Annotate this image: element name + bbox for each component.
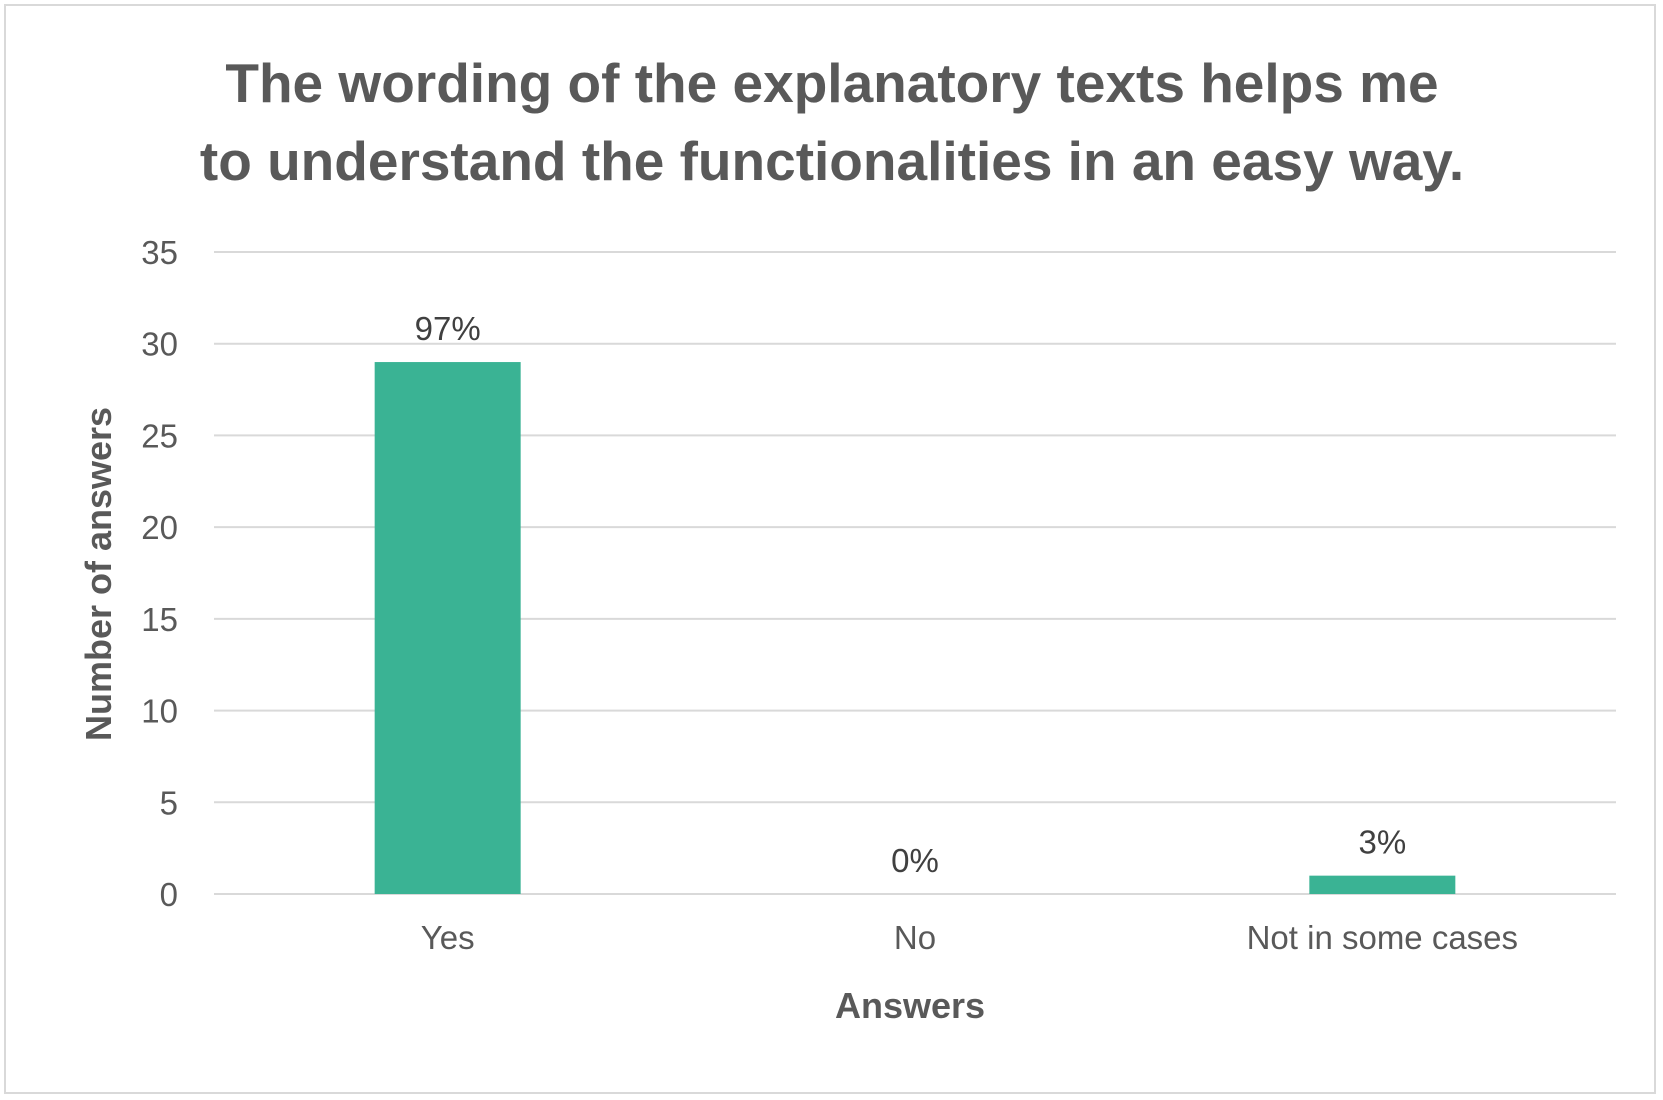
chart-title-line-2: to understand the functionalities in an … bbox=[200, 130, 1464, 192]
chart-title-line-1: The wording of the explanatory texts hel… bbox=[225, 52, 1438, 114]
data-label: 97% bbox=[415, 310, 481, 347]
x-category-label: Not in some cases bbox=[1247, 919, 1518, 956]
y-tick-label: 35 bbox=[141, 234, 178, 271]
chart-frame: The wording of the explanatory texts hel… bbox=[4, 4, 1656, 1094]
y-tick-label: 25 bbox=[141, 417, 178, 454]
y-tick-label: 15 bbox=[141, 601, 178, 638]
bar-chart: The wording of the explanatory texts hel… bbox=[78, 52, 1616, 1026]
data-label: 0% bbox=[891, 842, 939, 879]
y-tick-label: 5 bbox=[160, 784, 178, 821]
x-axis-title: Answers bbox=[835, 985, 985, 1026]
bars bbox=[374, 362, 1456, 894]
x-axis-categories: Yes No Not in some cases bbox=[421, 919, 1518, 956]
y-tick-label: 10 bbox=[141, 693, 178, 730]
chart-title: The wording of the explanatory texts hel… bbox=[200, 52, 1464, 192]
data-labels: 97% 0% 3% bbox=[415, 310, 1407, 879]
y-tick-label: 0 bbox=[160, 876, 178, 913]
y-axis-ticks: 0 5 10 15 20 25 30 35 bbox=[141, 234, 178, 913]
y-axis-title: Number of answers bbox=[78, 407, 119, 741]
y-tick-label: 30 bbox=[141, 326, 178, 363]
y-tick-label: 20 bbox=[141, 509, 178, 546]
x-category-label: No bbox=[894, 919, 936, 956]
bar-not-in-some-cases bbox=[1309, 875, 1456, 894]
data-label: 3% bbox=[1358, 824, 1406, 861]
x-category-label: Yes bbox=[421, 919, 475, 956]
bar-yes bbox=[374, 362, 521, 894]
